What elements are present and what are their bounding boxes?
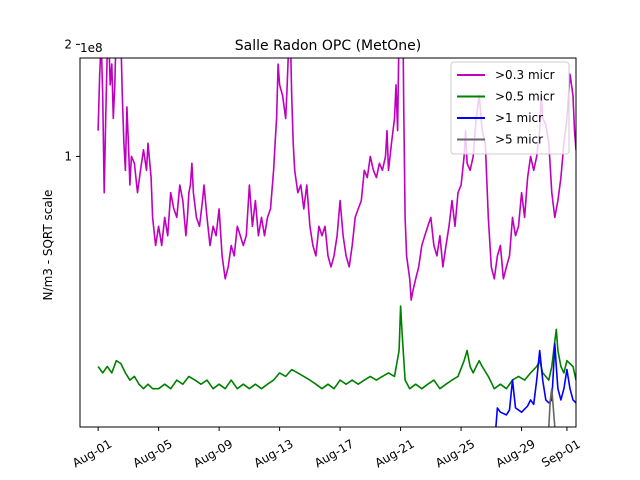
- y-axis-ticks: 1234: [64, 37, 80, 163]
- y-offset-label: 1e8: [80, 41, 103, 55]
- series-line-4: [548, 387, 556, 427]
- y-axis-label: N/m3 - SQRT scale: [41, 190, 55, 301]
- legend-label: >1 micr: [495, 111, 543, 125]
- legend-box: [450, 61, 570, 155]
- legend-label: >0.3 micr: [495, 68, 555, 82]
- series-line-1: [97, 58, 576, 301]
- axes-frame: [79, 57, 577, 428]
- y-tick-label: 1: [64, 149, 72, 163]
- legend: >0.3 micr >0.5 micr >1 micr >5 micr: [450, 61, 570, 155]
- series-line-3: [495, 342, 576, 427]
- legend-label: >0.5 micr: [495, 90, 555, 104]
- chart-title: Salle Radon OPC (MetOne): [235, 38, 421, 54]
- y-tick-label: 2: [64, 37, 72, 51]
- series-group: [97, 58, 576, 427]
- legend-label: >5 micr: [495, 133, 543, 147]
